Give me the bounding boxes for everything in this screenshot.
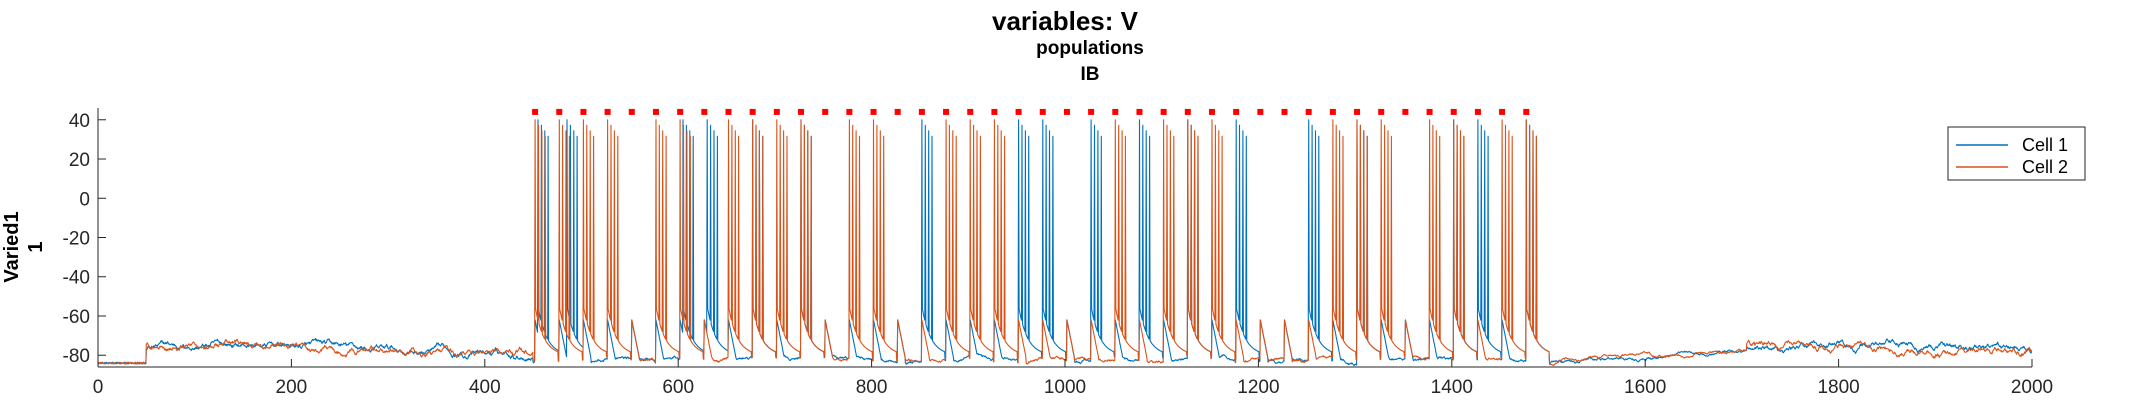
spike-marker-3 bbox=[604, 108, 611, 115]
spike-marker-21 bbox=[1039, 108, 1046, 115]
y-tick-label--20: -20 bbox=[63, 229, 90, 250]
spike-marker-38 bbox=[1450, 108, 1457, 115]
spike-marker-33 bbox=[1329, 108, 1336, 115]
y-tick-label--40: -40 bbox=[63, 268, 90, 289]
spike-marker-14 bbox=[870, 108, 877, 115]
spike-marker-37 bbox=[1426, 108, 1433, 115]
x-tick-label-800: 800 bbox=[856, 377, 888, 398]
x-tick-label-1600: 1600 bbox=[1624, 377, 1666, 398]
spike-marker-27 bbox=[1184, 108, 1191, 115]
spike-marker-7 bbox=[701, 108, 708, 115]
y-tick-label-40: 40 bbox=[69, 111, 90, 132]
spike-markers bbox=[532, 108, 1530, 115]
spike-marker-23 bbox=[1088, 108, 1095, 115]
spike-marker-12 bbox=[822, 108, 829, 115]
y-tick-label-20: 20 bbox=[69, 150, 90, 171]
spike-marker-40 bbox=[1499, 108, 1506, 115]
spike-marker-24 bbox=[1112, 108, 1119, 115]
plot-area: 0 200 400 600 800 1000 1200 1400 1600 1800 2000-80… bbox=[63, 108, 2053, 398]
spike-marker-13 bbox=[846, 108, 853, 115]
spike-marker-31 bbox=[1281, 108, 1288, 115]
x-tick-label-2000: 2000 bbox=[2011, 377, 2053, 398]
spike-marker-34 bbox=[1354, 108, 1361, 115]
x-tick-label-0: 0 bbox=[93, 377, 104, 398]
spike-marker-16 bbox=[918, 108, 925, 115]
spike-marker-5 bbox=[652, 108, 659, 115]
chart-subtitle-line-1: populations bbox=[1036, 38, 1144, 59]
legend-box bbox=[1947, 126, 2086, 181]
x-tick-label-1200: 1200 bbox=[1237, 377, 1279, 398]
spike-marker-18 bbox=[967, 108, 974, 115]
x-tick-label-1400: 1400 bbox=[1431, 377, 1473, 398]
spike-marker-25 bbox=[1136, 108, 1143, 115]
series-line-cell-1 bbox=[98, 119, 2032, 367]
spike-marker-36 bbox=[1402, 108, 1409, 115]
y-axis-label-line-1: Varied1 bbox=[1, 211, 23, 282]
spike-marker-17 bbox=[943, 108, 950, 115]
x-tick-label-1000: 1000 bbox=[1044, 377, 1086, 398]
spike-marker-15 bbox=[894, 108, 901, 115]
spike-marker-10 bbox=[773, 108, 780, 115]
y-tick-label--80: -80 bbox=[63, 346, 90, 367]
spike-marker-19 bbox=[991, 108, 998, 115]
spike-marker-6 bbox=[677, 108, 684, 115]
spike-marker-26 bbox=[1160, 108, 1167, 115]
spike-marker-4 bbox=[628, 108, 635, 115]
spike-marker-28 bbox=[1208, 108, 1215, 115]
axes: 0 200 400 600 800 1000 1200 1400 1600 1800 2000-80… bbox=[63, 108, 2053, 398]
spike-marker-35 bbox=[1378, 108, 1385, 115]
spike-marker-2 bbox=[580, 108, 587, 115]
spike-marker-32 bbox=[1305, 108, 1312, 115]
spike-marker-30 bbox=[1257, 108, 1264, 115]
y-tick-label--60: -60 bbox=[63, 307, 90, 328]
spike-marker-39 bbox=[1474, 108, 1481, 115]
chart-subtitle-line-2: IB bbox=[1081, 64, 1100, 85]
x-tick-label-600: 600 bbox=[662, 377, 694, 398]
spike-marker-1 bbox=[556, 108, 563, 115]
legend: Cell 1 Cell 2 bbox=[1947, 126, 2086, 181]
spike-marker-9 bbox=[749, 108, 756, 115]
x-tick-label-200: 200 bbox=[276, 377, 308, 398]
legend-label-cell-1: Cell 1 bbox=[2022, 135, 2068, 155]
y-axis-label-line-2: 1 bbox=[25, 241, 47, 252]
spike-marker-22 bbox=[1063, 108, 1070, 115]
x-tick-label-1800: 1800 bbox=[1817, 377, 1859, 398]
legend-label-cell-2: Cell 2 bbox=[2022, 157, 2068, 177]
spike-marker-11 bbox=[798, 108, 805, 115]
spike-marker-41 bbox=[1523, 108, 1530, 115]
x-tick-label-400: 400 bbox=[469, 377, 501, 398]
spike-marker-8 bbox=[725, 108, 732, 115]
spike-marker-0 bbox=[532, 108, 539, 115]
spike-marker-29 bbox=[1233, 108, 1240, 115]
chart-title: variables: V bbox=[992, 6, 1139, 36]
spike-marker-20 bbox=[1015, 108, 1022, 115]
y-tick-label-0: 0 bbox=[79, 189, 90, 210]
